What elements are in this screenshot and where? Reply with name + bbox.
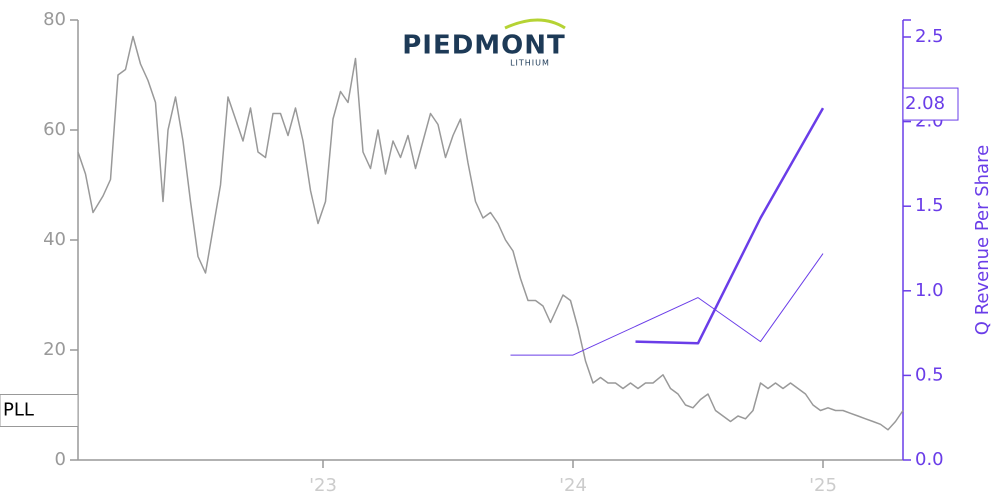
value-label: 2.08 [905,93,945,114]
x-tick-label: '23 [309,475,337,496]
y-tick-label: 20 [43,339,66,360]
y-tick-label: 80 [43,9,66,30]
series-label-box [0,394,79,427]
y2-tick-label: 1.0 [915,280,944,301]
x-tick-label: '24 [559,475,587,496]
value-label-box [902,87,959,121]
y-tick-label: 60 [43,119,66,140]
y2-tick-label: 2.5 [915,26,944,47]
logo-name: PIEDMONT [402,31,566,61]
y-tick-label: 0 [55,449,66,470]
series-line [635,107,825,345]
y2-tick-label: 1.5 [915,195,944,216]
series-line [77,35,904,431]
x-tick-label: '25 [809,475,837,496]
y2-tick-label: 0.5 [915,364,944,385]
logo-sub: LITHIUM [510,59,550,68]
y2-axis-title: Q Revenue Per Share [972,145,993,335]
logo-arc [504,18,566,30]
series-line [510,253,824,356]
y2-tick-label: 0.0 [915,449,944,470]
series-label: PLL [3,400,34,421]
y-tick-label: 40 [43,229,66,250]
